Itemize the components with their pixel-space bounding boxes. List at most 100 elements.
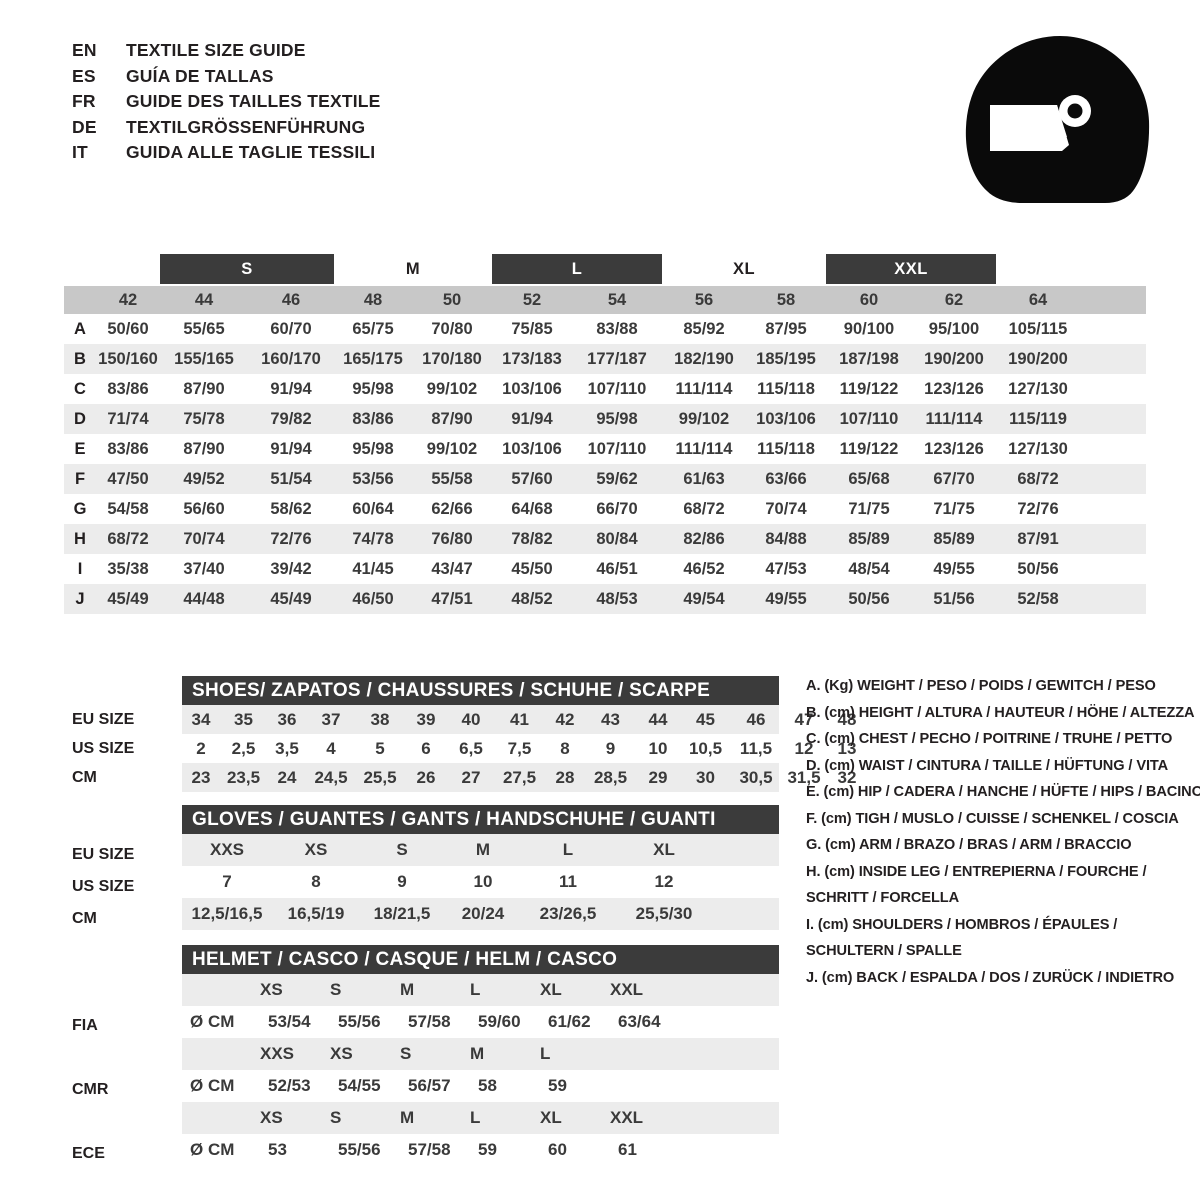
shoes-cell: 31,5 bbox=[787, 767, 821, 787]
measurement-cell: 103/106 bbox=[502, 379, 562, 398]
language-title: TEXTILGRÖSSENFÜHRUNG bbox=[126, 116, 366, 137]
measurement-cell: 41/45 bbox=[352, 559, 394, 578]
gloves-cell: S bbox=[396, 840, 408, 859]
measurement-cell: 115/118 bbox=[757, 439, 815, 458]
helmet-size-header-row: XXS XS S M L bbox=[182, 1038, 779, 1070]
shoes-cell: 30,5 bbox=[739, 767, 773, 787]
gloves-size-table: GLOVES / GUANTES / GANTS / HANDSCHUHE / … bbox=[182, 805, 779, 930]
helmet-value-cell: 55/56 bbox=[338, 1140, 381, 1159]
measurement-cell: 51/54 bbox=[270, 469, 312, 488]
measurement-cell: 85/89 bbox=[933, 529, 975, 548]
helmet-size-label: L bbox=[470, 980, 481, 999]
measurement-cell: 45/49 bbox=[270, 589, 312, 608]
helmet-value-cell: 57/58 bbox=[408, 1140, 451, 1159]
gloves-cell: 18/21,5 bbox=[373, 904, 431, 923]
legend-line: D. (cm) WAIST / CINTURA / TAILLE / HÜFTU… bbox=[806, 757, 1169, 774]
helmet-standard-label-cmr: CMR bbox=[72, 1081, 109, 1098]
measurement-cell: 71/74 bbox=[107, 409, 149, 428]
language-row-fr: FR GUIDE DES TAILLES TEXTILE bbox=[72, 91, 381, 117]
helmet-size-table: HELMET / CASCO / CASQUE / HELM / CASCO X… bbox=[182, 945, 779, 1166]
measurement-cell: 56/60 bbox=[183, 499, 225, 518]
language-code: EN bbox=[72, 40, 97, 60]
measurement-cell: 44/48 bbox=[183, 589, 225, 608]
measurement-cell: 160/170 bbox=[261, 349, 321, 368]
measurement-cell: 111/114 bbox=[675, 439, 733, 458]
measurement-cell: 87/90 bbox=[183, 439, 225, 458]
shoes-cell: 39 bbox=[416, 709, 436, 729]
helmet-size-label: M bbox=[400, 980, 415, 999]
table-row: J 45/49 44/48 45/49 46/50 47/51 48/52 48/53 49/5… bbox=[64, 584, 1146, 614]
measurement-cell: 47/50 bbox=[107, 469, 149, 488]
measurement-row-label: F bbox=[74, 469, 86, 488]
gloves-cell: 7 bbox=[222, 872, 232, 891]
measurement-cell: 47/53 bbox=[765, 559, 807, 578]
size-column-header: 48 bbox=[363, 290, 383, 309]
language-title-block: EN TEXTILE SIZE GUIDE ES GUÍA DE TALLAS FR GU… bbox=[72, 40, 381, 168]
size-column-header: 62 bbox=[944, 290, 964, 309]
helmet-size-label: XXL bbox=[610, 1108, 644, 1127]
measurement-cell: 70/74 bbox=[183, 529, 225, 548]
language-row-de: DE TEXTILGRÖSSENFÜHRUNG bbox=[72, 117, 381, 143]
helmet-value-cell: 63/64 bbox=[618, 1012, 661, 1031]
helmet-value-cell: 58 bbox=[478, 1076, 497, 1095]
gloves-cell: 9 bbox=[397, 872, 407, 891]
size-column-header: 44 bbox=[194, 290, 214, 309]
measurement-cell: 48/54 bbox=[848, 559, 890, 578]
language-title: GUIDA ALLE TAGLIE TESSILI bbox=[126, 142, 376, 162]
measurement-cell: 46/52 bbox=[683, 559, 725, 578]
measurement-cell: 107/110 bbox=[839, 409, 899, 428]
legend-line: J. (cm) BACK / ESPALDA / DOS / ZURÜCK / … bbox=[806, 969, 1175, 986]
measurement-row-label: H bbox=[74, 529, 86, 548]
shoes-cell: 12 bbox=[794, 738, 814, 758]
measurement-cell: 68/72 bbox=[1017, 469, 1059, 488]
measurement-cell: 68/72 bbox=[107, 529, 149, 548]
measurement-cell: 72/76 bbox=[1017, 499, 1059, 518]
measurement-row-label: J bbox=[75, 589, 85, 608]
shoes-cell: 6,5 bbox=[459, 738, 483, 758]
helmet-size-label: XS bbox=[330, 1044, 353, 1063]
helmet-value-cell: 56/57 bbox=[408, 1076, 451, 1095]
measurement-cell: 49/55 bbox=[765, 589, 807, 608]
legend-line: SCHRITT / FORCELLA bbox=[806, 890, 960, 906]
legend-line: E. (cm) HIP / CADERA / HANCHE / HÜFTE / … bbox=[806, 784, 1200, 800]
measurement-cell: 87/90 bbox=[183, 379, 225, 398]
measurement-cell: 39/42 bbox=[270, 559, 312, 578]
shoes-row-labels: EU SIZE US SIZE CM bbox=[72, 705, 182, 792]
measurement-cell: 115/118 bbox=[757, 379, 815, 398]
shoes-cell: 35 bbox=[234, 709, 253, 729]
measurement-cell: 46/50 bbox=[352, 589, 394, 608]
shoes-cell: 4 bbox=[326, 738, 336, 758]
helmet-size-label: S bbox=[400, 1044, 412, 1063]
shoes-table-title: SHOES/ ZAPATOS / CHAUSSURES / SCHUHE / S… bbox=[182, 676, 779, 705]
helmet-size-label: S bbox=[330, 1108, 342, 1127]
helmet-value-cell: 57/58 bbox=[408, 1012, 451, 1031]
measurement-cell: 70/80 bbox=[431, 319, 473, 338]
measurement-cell: 76/80 bbox=[431, 529, 473, 548]
shoes-cell: 23,5 bbox=[226, 767, 261, 787]
measurement-cell: 82/86 bbox=[683, 529, 725, 548]
size-band-xxl: XXL bbox=[826, 254, 996, 284]
size-band-l: L bbox=[492, 254, 662, 284]
measurement-cell: 103/106 bbox=[502, 439, 562, 458]
measurement-cell: 48/52 bbox=[511, 589, 553, 608]
table-row: H 68/72 70/74 72/76 74/78 76/80 78/82 80/84 82/8… bbox=[64, 524, 1146, 554]
measurement-cell: 83/86 bbox=[107, 439, 149, 458]
language-code: IT bbox=[72, 142, 88, 162]
measurement-cell: 49/54 bbox=[683, 589, 725, 608]
shoes-cell: 42 bbox=[555, 709, 575, 729]
measurement-cell: 49/55 bbox=[933, 559, 975, 578]
measurement-cell: 177/187 bbox=[587, 349, 647, 368]
helmet-size-label: M bbox=[470, 1044, 485, 1063]
helmet-size-label: L bbox=[540, 1044, 551, 1063]
measurement-cell: 103/106 bbox=[756, 409, 816, 428]
measurement-cell: 119/122 bbox=[839, 379, 899, 398]
measurement-cell: 87/95 bbox=[765, 319, 807, 338]
language-title: GUÍA DE TALLAS bbox=[126, 65, 274, 86]
measurement-cell: 190/200 bbox=[1008, 349, 1068, 368]
legend-line: H. (cm) INSIDE LEG / ENTREPIERNA / FOURC… bbox=[806, 863, 1147, 880]
helmet-unit-label: Ø CM bbox=[190, 1140, 235, 1159]
measurement-cell: 187/198 bbox=[839, 349, 899, 368]
shoes-table-row: 34 35 36 37 38 39 40 41 42 43 44 45 46 47 48 bbox=[182, 705, 856, 734]
shoes-cell: 24,5 bbox=[314, 767, 348, 787]
